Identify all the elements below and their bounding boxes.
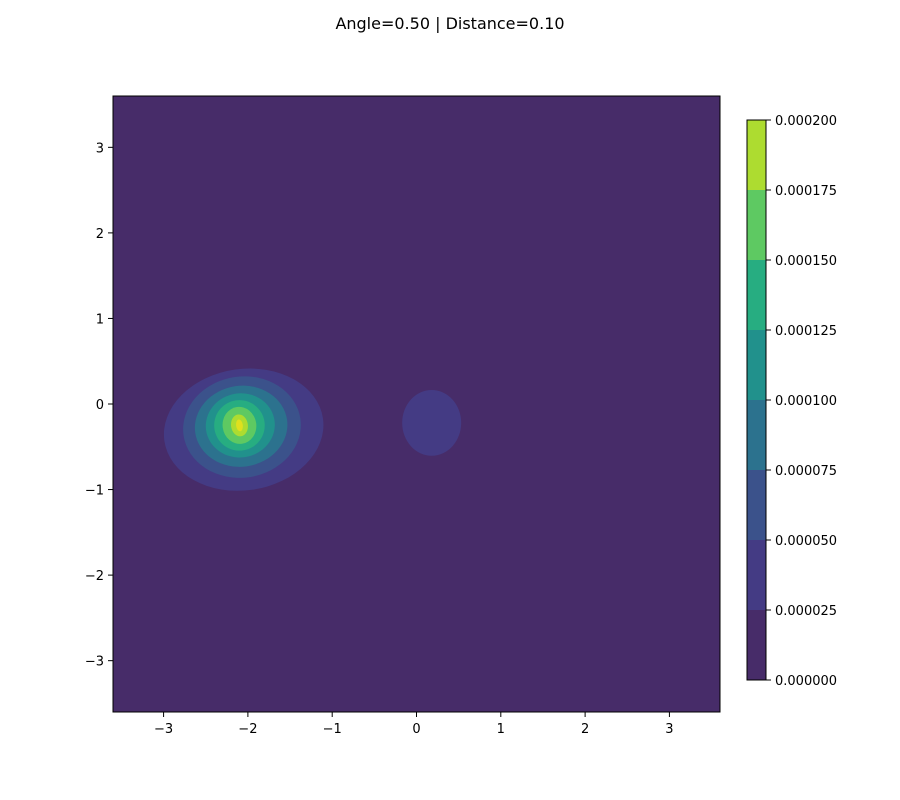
contour-fills: [163, 368, 462, 491]
x-tick-label: 0: [412, 722, 420, 737]
colorbar-segment: [747, 190, 766, 260]
colorbar-tick-label: 0.000200: [775, 114, 837, 129]
colorbar-segment: [747, 260, 766, 330]
y-tick-label: −2: [85, 569, 104, 584]
colorbar-tick-label: 0.000150: [775, 254, 837, 269]
y-tick-label: 0: [96, 398, 104, 413]
y-tick-label: −3: [85, 655, 104, 670]
colorbar-tick-label: 0.000100: [775, 394, 837, 409]
colorbar-segment: [747, 540, 766, 610]
colorbar-segment: [747, 610, 766, 680]
x-tick-label: 2: [581, 722, 589, 737]
colorbar: 0.000000 0.000025 0.000050 0.000075 0.000100…: [746, 114, 837, 689]
y-tick-label: −1: [85, 484, 104, 499]
colorbar-tick-label: 0.000125: [775, 324, 837, 339]
axes: −3 −2 −1 0 1 2 3 −3 −2 −1 0 1 2 3: [85, 95, 721, 737]
colorbar-segment: [747, 400, 766, 470]
y-tick-label: 1: [96, 312, 104, 327]
colorbar-segment: [747, 470, 766, 540]
contour-band-main-8: [236, 419, 243, 432]
y-tick-label: 3: [96, 141, 104, 156]
y-tick-label: 2: [96, 227, 104, 242]
colorbar-tick-label: 0.000175: [775, 184, 837, 199]
colorbar-tick-label: 0.000000: [775, 674, 837, 689]
chart-title: Angle=0.50 | Distance=0.10: [335, 14, 565, 33]
x-tick-label: 3: [665, 722, 673, 737]
x-tick-label: −1: [323, 722, 342, 737]
colorbar-tick-label: 0.000025: [775, 604, 837, 619]
colorbar-segment: [747, 330, 766, 400]
x-tick-label: −2: [238, 722, 257, 737]
contour-band-secondary-1: [402, 389, 462, 456]
x-tick-label: 1: [497, 722, 505, 737]
colorbar-tick-label: 0.000075: [775, 464, 837, 479]
colorbar-tick-label: 0.000050: [775, 534, 837, 549]
colorbar-segment: [747, 120, 766, 190]
x-tick-label: −3: [154, 722, 173, 737]
